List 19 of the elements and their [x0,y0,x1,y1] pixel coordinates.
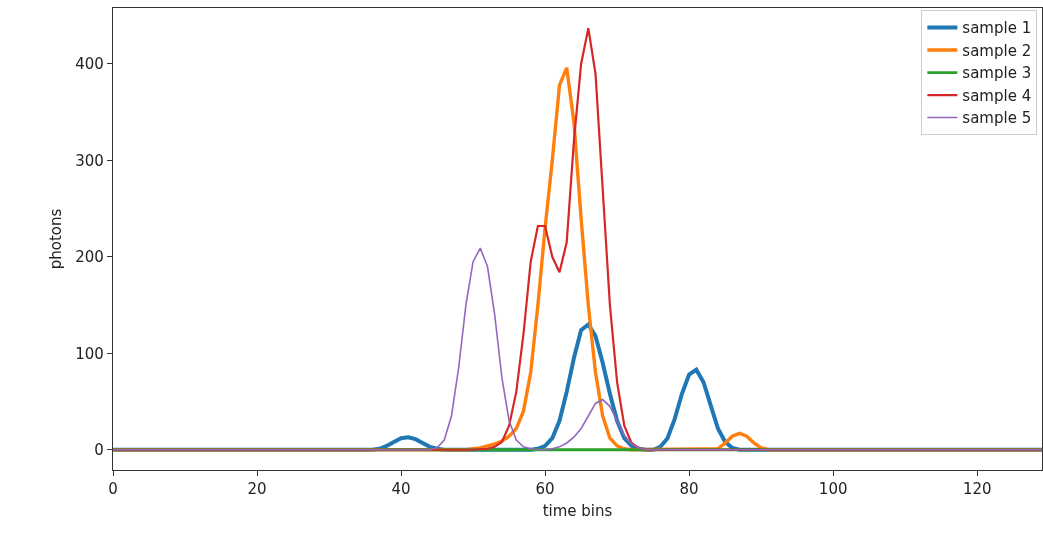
x-tick-label: 80 [679,480,699,499]
y-tick-label: 100 [75,344,104,363]
y-tick-label: 400 [75,55,104,74]
x-tick-label: 120 [962,480,992,499]
x-tick-label: 40 [391,480,411,499]
x-tick-label: 60 [535,480,555,499]
y-axis-title: photons [46,208,65,270]
y-tick-label: 200 [75,248,104,267]
x-tick-label: 0 [108,480,118,499]
legend-label: sample 5 [962,109,1032,128]
y-tick-label: 0 [94,441,104,459]
x-tick-label: 100 [818,480,848,499]
legend-label: sample 1 [962,19,1032,38]
x-axis-title: time bins [542,502,613,521]
legend-label: sample 3 [962,64,1032,83]
legend-label: sample 4 [962,86,1032,105]
y-tick-label: 300 [75,151,104,170]
legend-label: sample 2 [962,41,1032,60]
x-tick-label: 20 [247,480,267,499]
